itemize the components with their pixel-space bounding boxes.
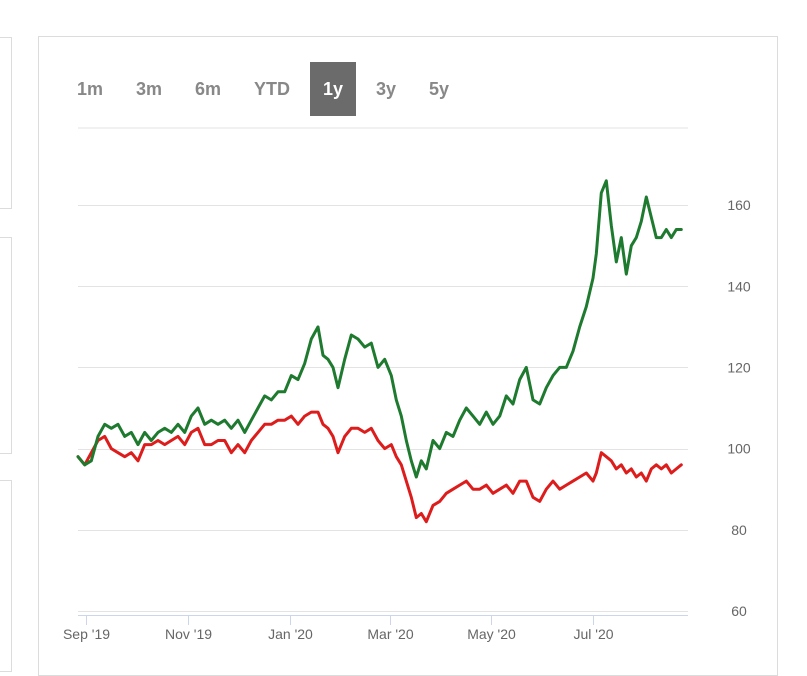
series-line-red [76, 410, 683, 524]
y-tick-label: 160 [727, 197, 751, 213]
y-tick-label: 60 [731, 603, 747, 619]
x-tick-label: Jul '20 [573, 626, 613, 642]
x-tick-label: Jan '20 [268, 626, 313, 642]
x-tick-label: Mar '20 [367, 626, 413, 642]
range-6m-button[interactable]: 6m [194, 79, 221, 99]
side-panel [0, 37, 12, 209]
range-1m-button[interactable]: 1m [76, 79, 103, 99]
range-3y-button[interactable]: 3y [375, 79, 397, 99]
series-line-green [76, 179, 683, 479]
range-ytd-button[interactable]: YTD [254, 79, 290, 99]
x-tick-label: May '20 [467, 626, 516, 642]
chart-card [38, 36, 778, 676]
range-3m-button[interactable]: 3m [135, 79, 162, 99]
x-tick-label: Sep '19 [63, 626, 110, 642]
y-tick-label: 100 [727, 441, 751, 457]
line-chart: Sep '19 Nov '19 Jan '20 Mar '20 May '20 Jul '… [63, 127, 751, 642]
side-panel [0, 237, 12, 454]
range-1y-button[interactable]: 1y [310, 62, 356, 116]
y-tick-label: 120 [727, 359, 751, 375]
y-tick-label: 80 [731, 522, 747, 538]
range-5y-button[interactable]: 5y [428, 79, 450, 99]
y-tick-label: 140 [727, 278, 751, 294]
x-tick-label: Nov '19 [165, 626, 212, 642]
